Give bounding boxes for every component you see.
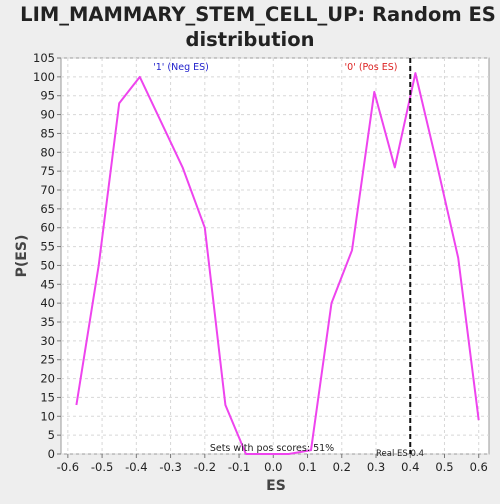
neg-es-label: '1' (Neg ES) — [153, 62, 209, 73]
y-tick-label: 90 — [40, 108, 55, 122]
x-axis-ticks: -0.6 -0.5 -0.4 -0.3 -0.2 -0.1 0.0 0.1 0.2 0.3 0.4 0… — [57, 454, 488, 474]
y-tick-label: 70 — [40, 183, 55, 197]
chart-title-line-2: distribution — [186, 28, 315, 51]
series-layer — [75, 72, 480, 455]
x-tick-label: -0.1 — [228, 460, 250, 474]
x-tick-label: 0.3 — [367, 460, 385, 474]
y-axis-label: P(ES) — [14, 235, 30, 278]
x-tick-label: 0.4 — [401, 460, 419, 474]
x-tick-label: 0.1 — [298, 460, 316, 474]
y-tick-label: 105 — [33, 51, 55, 65]
y-tick-label: 15 — [40, 390, 55, 404]
y-tick-label: 50 — [40, 258, 55, 272]
y-tick-label: 35 — [40, 315, 55, 329]
y-tick-label: 5 — [48, 428, 55, 442]
y-tick-label: 85 — [40, 126, 55, 140]
chart-title-line-1: LIM_MAMMARY_STEM_CELL_UP: Random ES — [20, 3, 496, 26]
series-line — [75, 72, 480, 455]
y-tick-label: 80 — [40, 145, 55, 159]
x-tick-label: -0.6 — [57, 460, 79, 474]
y-tick-label: 45 — [40, 277, 55, 291]
x-tick-label: -0.5 — [91, 460, 113, 474]
y-tick-label: 95 — [40, 89, 55, 103]
y-tick-label: 40 — [40, 296, 55, 310]
y-tick-label: 60 — [40, 221, 55, 235]
y-tick-label: 25 — [40, 353, 55, 367]
real-es-label: Real ES 0.4 — [376, 449, 424, 459]
y-tick-label: 75 — [40, 164, 55, 178]
plot-area — [60, 57, 490, 455]
x-tick-label: -0.2 — [194, 460, 216, 474]
x-tick-label: 0.2 — [333, 460, 351, 474]
x-tick-label: 0.6 — [470, 460, 488, 474]
y-tick-label: 30 — [40, 334, 55, 348]
x-axis-label: ES — [266, 478, 286, 494]
x-tick-label: -0.3 — [159, 460, 181, 474]
y-axis-ticks: 0 5 10 15 20 25 30 35 40 45 50 55 60 65 70 75 80 85 90 95 10… — [33, 51, 61, 461]
y-tick-label: 0 — [48, 447, 55, 461]
pos-scores-annotation: Sets with pos scores: 51% — [210, 443, 334, 454]
y-tick-label: 100 — [33, 70, 55, 84]
y-tick-label: 55 — [40, 240, 55, 254]
y-tick-label: 65 — [40, 202, 55, 216]
y-tick-label: 20 — [40, 372, 55, 386]
x-tick-label: -0.4 — [125, 460, 147, 474]
x-tick-label: 0.5 — [435, 460, 453, 474]
x-tick-label: 0.0 — [264, 460, 282, 474]
y-tick-label: 10 — [40, 409, 55, 423]
pos-es-label: '0' (Pos ES) — [345, 62, 398, 73]
